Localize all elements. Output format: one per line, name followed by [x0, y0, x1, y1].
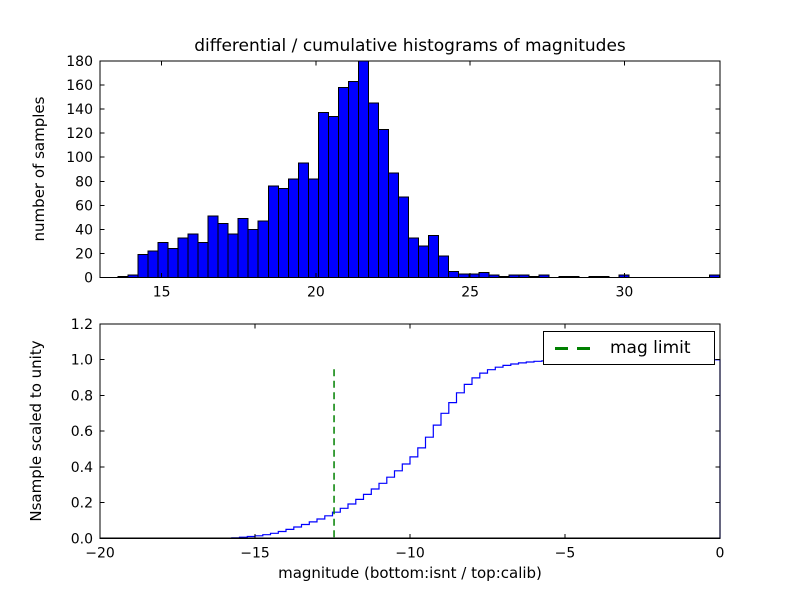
svg-text:140: 140	[66, 102, 93, 118]
svg-text:40: 40	[75, 222, 93, 238]
dashed-line-icon	[555, 346, 599, 350]
top-histogram: 15 20 25 30 0 20 40 60 80 100 120 140 160 180	[66, 54, 721, 301]
bottom-x-axis-label: magnitude (bottom:isnt / top:calib)	[278, 564, 542, 582]
svg-text:0: 0	[84, 271, 93, 287]
svg-text:0.6: 0.6	[71, 424, 93, 440]
svg-text:120: 120	[66, 126, 93, 142]
svg-text:20: 20	[307, 285, 325, 301]
svg-text:0.0: 0.0	[71, 531, 93, 547]
svg-text:0.4: 0.4	[71, 460, 93, 476]
svg-text:30: 30	[615, 285, 633, 301]
svg-text:0.8: 0.8	[71, 388, 93, 404]
legend: mag limit	[543, 331, 715, 365]
svg-text:−10: −10	[395, 545, 425, 561]
svg-text:−15: −15	[240, 545, 270, 561]
histogram-bars	[117, 60, 720, 279]
svg-text:0: 0	[716, 545, 725, 561]
svg-text:0.2: 0.2	[71, 496, 93, 512]
svg-text:180: 180	[66, 54, 93, 70]
svg-text:100: 100	[66, 150, 93, 166]
svg-text:25: 25	[461, 285, 479, 301]
cumulative-step-curve	[100, 359, 721, 539]
svg-text:80: 80	[75, 174, 93, 190]
svg-text:1.0: 1.0	[71, 353, 93, 369]
chart-title: differential / cumulative histograms of …	[194, 36, 626, 56]
svg-text:20: 20	[75, 246, 93, 262]
svg-text:15: 15	[153, 285, 171, 301]
svg-text:1.2: 1.2	[71, 317, 93, 333]
svg-text:−5: −5	[555, 545, 576, 561]
top-y-axis-label: number of samples	[30, 96, 48, 242]
bottom-cumulative: −20 −15 −10 −5 0 0.0 0.2 0.4 0.6 0.8 1.0 1.2	[71, 317, 725, 561]
svg-text:60: 60	[75, 198, 93, 214]
bottom-y-axis-label: Nsample scaled to unity	[27, 340, 45, 522]
svg-text:−20: −20	[85, 545, 115, 561]
svg-text:160: 160	[66, 78, 93, 94]
legend-label: mag limit	[610, 338, 691, 358]
